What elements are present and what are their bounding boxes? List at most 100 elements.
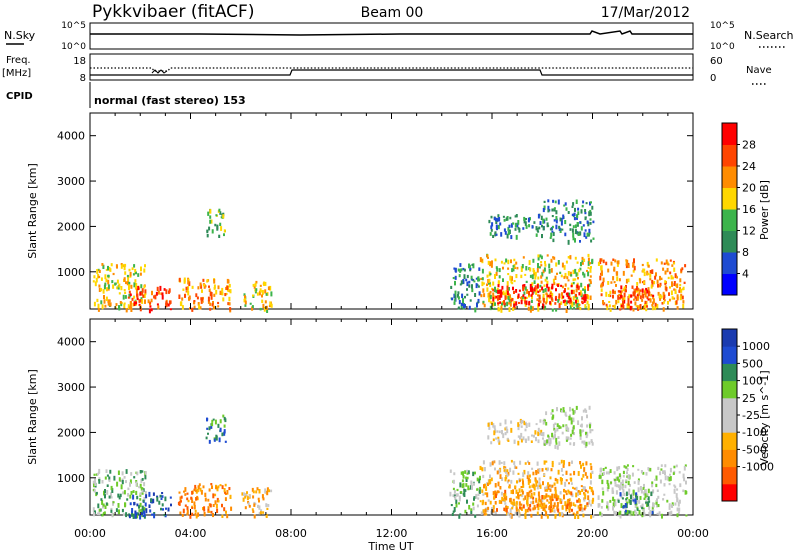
power-cell (454, 267, 457, 273)
power-cell (497, 224, 500, 230)
power-cell (132, 273, 135, 276)
power-cell (181, 305, 184, 310)
velocity-cell (111, 488, 114, 493)
power-cell (100, 287, 103, 292)
velocity-cell (537, 427, 540, 432)
power-cell (198, 304, 201, 310)
power-cell (540, 261, 543, 264)
power-cell (474, 293, 477, 297)
power-cell (682, 304, 685, 309)
velocity-cell (549, 496, 552, 501)
velocity-cell (532, 507, 535, 511)
power-cell (488, 297, 491, 303)
power-cell (622, 270, 625, 276)
power-cell (582, 200, 585, 204)
velocity-cell (652, 509, 655, 512)
velocity-cell (573, 470, 576, 476)
velocity-cell (528, 485, 531, 489)
power-cell (489, 294, 492, 300)
velocity-cell (664, 475, 667, 481)
velocity-cell (549, 476, 552, 480)
velocity-cell (669, 473, 671, 476)
power-cell (674, 288, 677, 294)
power-cell (510, 223, 513, 228)
velocity-cell (558, 441, 561, 446)
power-cell (226, 278, 229, 284)
freq-unit: [MHz] (2, 68, 31, 79)
velocity-cell (557, 469, 560, 475)
power-cell (623, 299, 626, 304)
velocity-cell (633, 500, 636, 504)
power-cell (632, 262, 635, 268)
velocity-cell (161, 503, 164, 507)
power-cell (532, 288, 535, 292)
power-cell (126, 274, 129, 278)
power-cell (651, 269, 654, 274)
power-cell (478, 267, 481, 271)
power-cell (563, 204, 566, 207)
velocity-cell (524, 428, 527, 432)
velocity-cell (465, 479, 468, 482)
velocity-cell (676, 513, 679, 518)
power-cell (493, 217, 496, 221)
velocity-cell (520, 438, 523, 443)
power-cell (103, 295, 105, 299)
velocity-cell (652, 489, 655, 494)
velocity-cell (581, 416, 583, 421)
power-cell (462, 303, 465, 309)
power-cell (545, 301, 548, 305)
power-cell (659, 298, 662, 301)
power-cell (639, 289, 642, 292)
power-cell (583, 258, 586, 262)
velocity-cell (139, 498, 142, 501)
velocity-cell (210, 483, 213, 486)
velocity-cell (540, 514, 543, 519)
power-cell (627, 299, 630, 304)
velocity-cell (202, 485, 205, 489)
power-cell (221, 291, 224, 296)
velocity-cell (522, 504, 525, 509)
velocity-cell (505, 474, 508, 480)
power-cell (139, 272, 142, 276)
velocity-cell (450, 504, 453, 507)
power-cell (487, 260, 490, 265)
velocity-colorbar-tick-label: 25 (742, 392, 756, 405)
power-cell (645, 308, 648, 312)
power-cell (543, 267, 546, 272)
velocity-cell (510, 490, 513, 494)
velocity-cell (601, 479, 604, 485)
velocity-cell (120, 484, 123, 490)
velocity-cell (566, 500, 569, 504)
velocity-cell (256, 487, 259, 491)
power-cell (555, 295, 558, 299)
velocity-cell (575, 405, 578, 410)
velocity-cell (467, 470, 470, 475)
power-colorbar-tick-label: 16 (742, 203, 756, 216)
power-cell (654, 306, 657, 311)
velocity-cell (635, 511, 638, 516)
velocity-cell (170, 503, 172, 507)
power-cell (167, 303, 170, 307)
power-cell (534, 271, 537, 277)
velocity-cell (545, 493, 548, 498)
velocity-cell (554, 444, 557, 449)
power-cell (627, 302, 630, 306)
power-cell (545, 276, 548, 280)
power-cell (572, 225, 575, 229)
power-cell (178, 277, 181, 282)
power-cell (209, 302, 212, 306)
velocity-cell (577, 514, 580, 519)
velocity-cell (452, 487, 455, 491)
velocity-cell (508, 486, 511, 489)
power-cell (529, 287, 532, 292)
power-cell (495, 289, 498, 294)
velocity-cell (159, 494, 162, 498)
power-cell (587, 261, 590, 266)
power-cell (651, 303, 654, 307)
velocity-cell (98, 508, 101, 512)
power-cell (538, 226, 541, 230)
velocity-cell (526, 475, 529, 479)
velocity-cell (513, 461, 516, 465)
velocity-cell (455, 499, 458, 504)
velocity-cell (489, 462, 492, 467)
